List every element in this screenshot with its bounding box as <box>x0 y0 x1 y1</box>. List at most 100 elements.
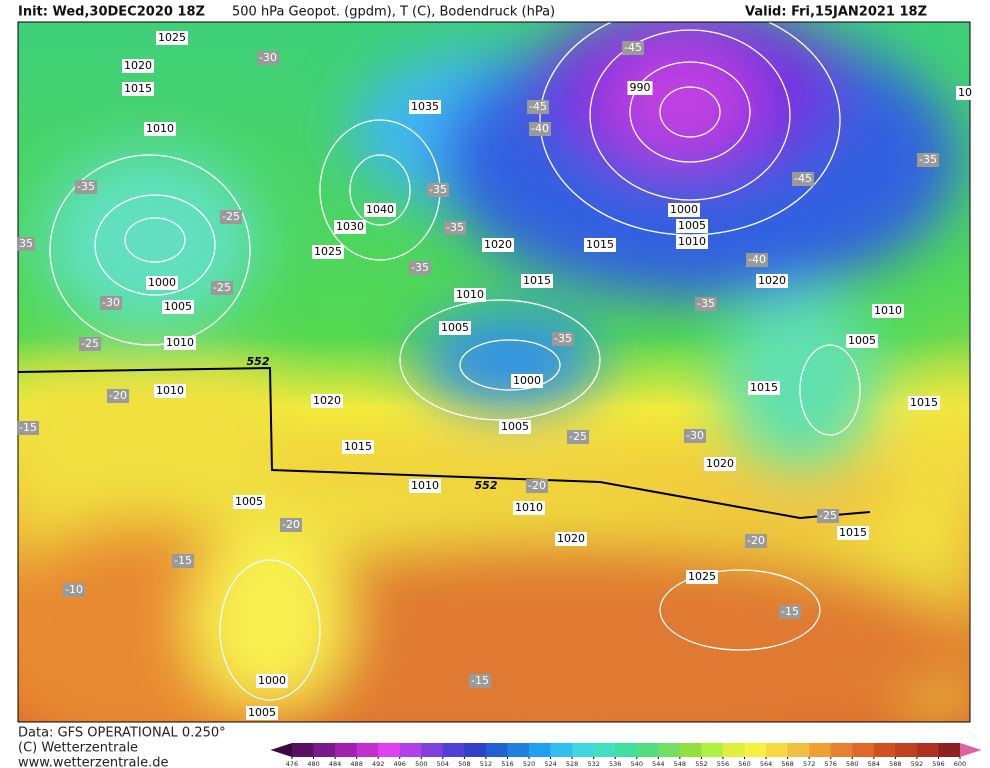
scale-tick-label: 476 <box>286 760 298 768</box>
scale-swatch <box>766 743 789 757</box>
isobar-label-box <box>872 304 904 318</box>
temperature-label-text: -20 <box>747 534 765 547</box>
isobar-label-box <box>439 321 471 335</box>
isobar-label: 1005 <box>439 321 471 335</box>
temperature-label-box <box>211 281 233 295</box>
temperature-label-text: -25 <box>569 430 587 443</box>
isobar-label: 1020 <box>756 274 788 288</box>
temperature-label-box <box>79 337 101 351</box>
temperature-label: -25 <box>817 509 839 523</box>
temperature-label-box <box>220 210 242 224</box>
scale-swatch <box>464 743 487 757</box>
scale-tick-label: 516 <box>501 760 513 768</box>
temperature-label: -25 <box>220 210 242 224</box>
temperature-label-text: -40 <box>531 122 549 135</box>
isobar-label-box <box>627 81 653 95</box>
isobar-label: 1000 <box>256 674 288 688</box>
temperature-label: -45 <box>527 100 549 114</box>
isobar-label: 1000 <box>146 276 178 290</box>
isobar-label-text: 1000 <box>670 203 698 216</box>
isobar-label-text: 1015 <box>124 82 152 95</box>
isobar-label-box <box>122 59 154 73</box>
isobar-label-box <box>837 526 869 540</box>
scale-tick-label: 480 <box>307 760 319 768</box>
isobar-label: 1000 <box>668 203 700 217</box>
temperature-label-text: -45 <box>529 100 547 113</box>
temperature-label-text: -30 <box>102 296 120 309</box>
temperature-label: -40 <box>529 122 551 136</box>
isobar-label-text: 10 <box>958 86 972 99</box>
isobar-label-box <box>364 203 396 217</box>
temperature-label-text: -35 <box>697 297 715 310</box>
temperature-label-box <box>469 674 491 688</box>
temperature-label: -40 <box>746 253 768 267</box>
scale-swatch <box>442 743 465 757</box>
isobar-label-box <box>144 122 176 136</box>
scale-tick-label: 512 <box>480 760 492 768</box>
scale-end-low <box>270 743 292 757</box>
temperature-label-box <box>444 221 466 235</box>
scale-tick-label: 504 <box>437 760 449 768</box>
isobar-label-box <box>311 394 343 408</box>
isobar-label-box <box>748 381 780 395</box>
scale-swatch <box>722 743 746 757</box>
map-area <box>18 22 970 722</box>
isobar-label-box <box>122 82 154 96</box>
isobar-label-text: 1030 <box>336 220 364 233</box>
temperature-label-box <box>427 183 449 197</box>
temperature-label: -20 <box>107 389 129 403</box>
scale-tick-label: 548 <box>674 760 686 768</box>
isobar-label-text: 1020 <box>557 532 585 545</box>
isobar-label-text: 1015 <box>523 274 551 287</box>
scale-swatch <box>550 743 573 757</box>
isobar-label-box <box>156 31 188 45</box>
scale-swatch <box>399 743 422 757</box>
isobar-label: 1020 <box>122 59 154 73</box>
isobar-label: 1020 <box>311 394 343 408</box>
scale-swatch <box>313 743 336 757</box>
isobar-label-box <box>409 100 441 114</box>
temperature-label: -35 <box>427 183 449 197</box>
isobar-label-box <box>521 274 553 288</box>
scale-swatch <box>916 743 939 757</box>
isobar-label: 1025 <box>312 245 344 259</box>
isobar-label-box <box>584 238 616 252</box>
isobar-label: 1010 <box>409 479 441 493</box>
temperature-label: -35 <box>552 332 574 346</box>
scale-tick-label: 572 <box>803 760 815 768</box>
isobar-label-text: 1005 <box>164 300 192 313</box>
isobar-label: 1040 <box>364 203 396 217</box>
isobar-label: 1030 <box>334 220 366 234</box>
temperature-label: -45 <box>622 41 644 55</box>
temperature-label-box <box>527 100 549 114</box>
scale-tick-label: 536 <box>609 760 621 768</box>
temperature-label-text: -40 <box>748 253 766 266</box>
scale-tick-label: 508 <box>458 760 470 768</box>
temperature-label-box <box>746 253 768 267</box>
isobar-label-box <box>154 384 186 398</box>
scale-end-high <box>960 743 982 757</box>
temperature-label-box <box>917 153 939 167</box>
isobar-label: 1005 <box>846 334 878 348</box>
scale-swatch <box>938 743 961 757</box>
isobar-label-text: 1025 <box>158 31 186 44</box>
temperature-label-text: -25 <box>819 509 837 522</box>
isobar-label-text: 1010 <box>411 479 439 492</box>
scale-swatch <box>701 743 724 757</box>
temperature-label-box <box>172 554 194 568</box>
scale-swatch <box>895 743 918 757</box>
scale-tick-label: 500 <box>415 760 427 768</box>
valid-time: Valid: Fri,15JAN2021 18Z <box>745 5 927 20</box>
scale-tick-label: 576 <box>824 760 836 768</box>
isobar-label-text: 1005 <box>501 420 529 433</box>
temperature-label-text: -25 <box>81 337 99 350</box>
isobar-label-box <box>499 420 531 434</box>
temperature-label-text: -25 <box>222 210 240 223</box>
temperature-label: -25 <box>79 337 101 351</box>
isobar-label: 1015 <box>122 82 154 96</box>
temperature-label-text: 35 <box>19 237 33 250</box>
isobar-label-text: 1005 <box>848 334 876 347</box>
isobar-label-text: 1010 <box>456 288 484 301</box>
scale-swatch <box>572 743 595 757</box>
